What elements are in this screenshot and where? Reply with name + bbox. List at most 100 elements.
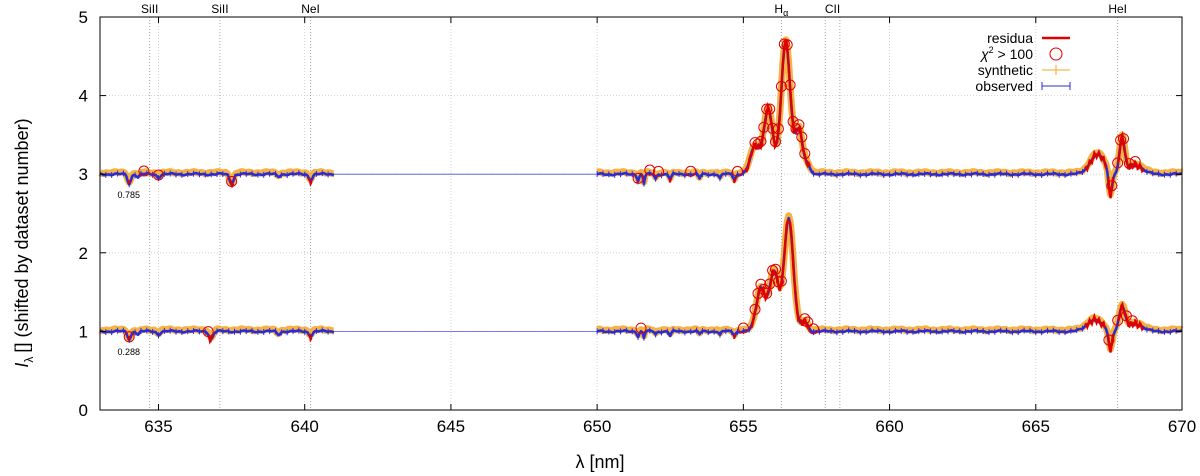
spectral-line-label: NeI bbox=[301, 2, 320, 16]
chi2-marker bbox=[737, 322, 749, 334]
chi2-marker bbox=[755, 278, 767, 290]
chi2-marker bbox=[770, 263, 781, 275]
legend-label: synthetic bbox=[978, 62, 1033, 78]
chi2-marker bbox=[775, 81, 787, 92]
chi2-marker bbox=[202, 326, 214, 338]
spectral-line-label-text: CII bbox=[825, 2, 840, 16]
y-axis-label-subscript: λ bbox=[22, 357, 36, 363]
chi2-marker bbox=[770, 136, 781, 148]
x-tick-label: 650 bbox=[583, 417, 611, 436]
x-tick-label: 635 bbox=[144, 417, 172, 436]
dataset-0 bbox=[98, 36, 1184, 199]
residua-series bbox=[127, 335, 131, 341]
legend-label: residua bbox=[987, 30, 1033, 46]
residua-series bbox=[1084, 148, 1108, 173]
y-axis-label: Iλ [] (shifted by dataset number) bbox=[12, 118, 36, 367]
chi2-marker bbox=[761, 103, 773, 115]
legend-label-chi: χ bbox=[979, 46, 989, 62]
y-tick-label: 4 bbox=[79, 87, 88, 106]
axis-ticks: 635 640 645 650 655 660 665 670 0 1 2 3 4 5 bbox=[79, 8, 1197, 436]
chi2-marker bbox=[764, 278, 776, 290]
chi2-marker bbox=[775, 275, 787, 287]
spectral-line-label-text: H bbox=[774, 2, 783, 16]
dataset-1 bbox=[98, 212, 1184, 353]
residua-series bbox=[732, 178, 737, 184]
y-tick-label: 0 bbox=[79, 401, 88, 420]
x-tick-label: 660 bbox=[875, 417, 903, 436]
chi2-marker bbox=[1103, 334, 1115, 346]
chi2-marker bbox=[793, 119, 805, 131]
chi2-marker bbox=[1126, 315, 1138, 327]
y-tick-label: 2 bbox=[79, 244, 88, 263]
plot-frame bbox=[99, 16, 1183, 411]
chi2-marker bbox=[799, 313, 811, 325]
residua-series bbox=[207, 334, 214, 345]
chi2-marker bbox=[758, 121, 770, 133]
dataset-label: 0.288 bbox=[118, 347, 141, 357]
chi2-marker bbox=[752, 138, 764, 150]
chi2-marker bbox=[635, 322, 647, 334]
residua-series bbox=[308, 177, 313, 187]
y-tick-label: 1 bbox=[79, 322, 88, 341]
residua-series bbox=[127, 179, 132, 185]
chi2-marker bbox=[1112, 157, 1124, 169]
x-axis-label-text: λ [nm] bbox=[575, 452, 624, 472]
chi2-marker bbox=[226, 176, 238, 187]
chi2-marker bbox=[764, 103, 776, 115]
chi2-marker bbox=[1123, 158, 1135, 170]
legend-label-superscript: 2 bbox=[989, 45, 994, 55]
legend-label: χ2 > 100 bbox=[979, 45, 1033, 62]
chi2-marker bbox=[632, 172, 644, 184]
x-tick-label: 655 bbox=[729, 417, 757, 436]
dataset-label: 0.785 bbox=[118, 190, 141, 200]
residua-series bbox=[732, 334, 737, 340]
chi2-marker bbox=[749, 303, 761, 315]
chi2-marker bbox=[781, 39, 793, 51]
chi2-marker bbox=[796, 131, 808, 143]
legend-label: observed bbox=[975, 78, 1033, 94]
spectral-line-label-subscript: α bbox=[783, 8, 788, 18]
chi2-marker bbox=[784, 79, 796, 91]
spectral-line-label-text: NeI bbox=[301, 2, 320, 16]
spectral-line-label: CII bbox=[825, 2, 840, 16]
dataset-labels: 0.785 0.288 bbox=[118, 190, 141, 357]
chi2-marker bbox=[653, 165, 664, 177]
chi2-marker bbox=[772, 123, 784, 135]
chi2-marker bbox=[802, 316, 814, 328]
chi2-marker bbox=[1118, 133, 1129, 145]
residua-series bbox=[1107, 334, 1115, 353]
x-tick-label: 670 bbox=[1168, 417, 1196, 436]
y-axis-label-text: (shifted by dataset number) bbox=[12, 118, 32, 337]
spectral-line-label: SiII bbox=[211, 2, 228, 16]
legend-swatch-chi2 bbox=[1049, 47, 1063, 61]
residua-series bbox=[1107, 176, 1115, 199]
residua-series bbox=[1084, 312, 1106, 331]
chi2-marker bbox=[138, 165, 150, 177]
chi2-marker bbox=[644, 164, 656, 176]
residua-series bbox=[228, 178, 235, 189]
chi2-marker bbox=[123, 331, 135, 343]
chi2-marker bbox=[1112, 314, 1124, 326]
x-tick-label: 640 bbox=[291, 417, 319, 436]
series-layer bbox=[98, 36, 1184, 353]
chi2-marker bbox=[685, 165, 697, 177]
spectral-line-label: HeI bbox=[1108, 2, 1127, 16]
residua-series bbox=[1116, 301, 1145, 332]
spectral-line-label-text: HeI bbox=[1108, 2, 1127, 16]
spectral-line-label: Hα bbox=[774, 2, 788, 18]
chi2-marker bbox=[787, 116, 799, 127]
synthetic-series bbox=[595, 36, 1184, 198]
x-tick-label: 665 bbox=[1022, 417, 1050, 436]
y-axis-label-unit: [] bbox=[12, 343, 32, 353]
legend-label-rest: > 100 bbox=[994, 46, 1034, 62]
chi2-marker bbox=[755, 135, 767, 147]
x-tick-label: 645 bbox=[437, 417, 465, 436]
chi2-marker bbox=[1129, 156, 1141, 167]
y-axis-label-symbol: I bbox=[12, 363, 32, 368]
chi2-marker bbox=[153, 169, 164, 181]
residua-series bbox=[668, 177, 672, 183]
chi2-marker bbox=[767, 122, 779, 134]
spectral-line-markers: SiII SiII NeI Hα CII HeI bbox=[141, 2, 1127, 410]
